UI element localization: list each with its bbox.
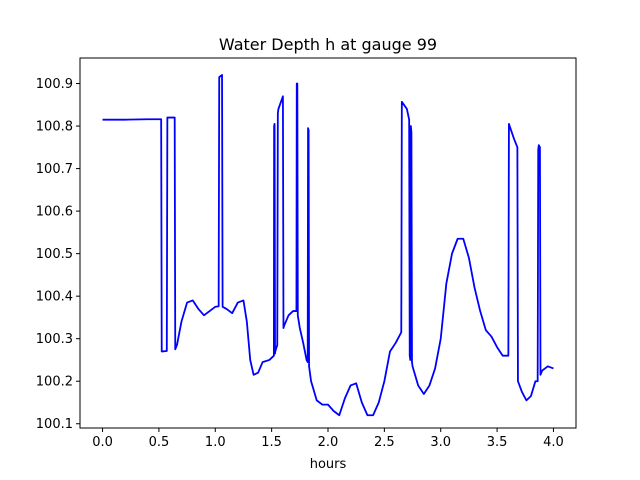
y-tick-label: 100.5 bbox=[36, 247, 73, 262]
x-tick-label: 2.5 bbox=[374, 435, 395, 450]
y-tick-label: 100.9 bbox=[36, 77, 73, 92]
y-tick-label: 100.3 bbox=[36, 332, 73, 347]
y-tick-label: 100.8 bbox=[36, 120, 73, 135]
plot-area bbox=[102, 74, 554, 417]
x-tick-label: 0.0 bbox=[92, 435, 113, 450]
y-tick-label: 100.6 bbox=[36, 205, 73, 220]
y-tick-label: 100.7 bbox=[36, 162, 73, 177]
x-tick-label: 2.0 bbox=[318, 435, 339, 450]
x-tick-label: 3.0 bbox=[430, 435, 451, 450]
x-axis: 0.0 0.5 1.0 1.5 2.0 2.5 3.0 3.5 4.0 bbox=[92, 428, 564, 450]
x-tick-label: 0.5 bbox=[149, 435, 170, 450]
y-axis: 100.1 100.2 100.3 100.4 100.5 100.6 100.7 100.8… bbox=[36, 77, 80, 432]
y-tick-label: 100.2 bbox=[36, 375, 73, 390]
series-line-0 bbox=[102, 74, 554, 417]
chart-title: Water Depth h at gauge 99 bbox=[219, 35, 437, 54]
x-tick-label: 4.0 bbox=[543, 435, 564, 450]
x-axis-label: hours bbox=[310, 457, 347, 472]
x-tick-label: 3.5 bbox=[487, 435, 508, 450]
x-tick-label: 1.0 bbox=[205, 435, 226, 450]
y-tick-label: 100.1 bbox=[36, 417, 73, 432]
x-tick-label: 1.5 bbox=[261, 435, 282, 450]
y-tick-label: 100.4 bbox=[36, 290, 73, 305]
